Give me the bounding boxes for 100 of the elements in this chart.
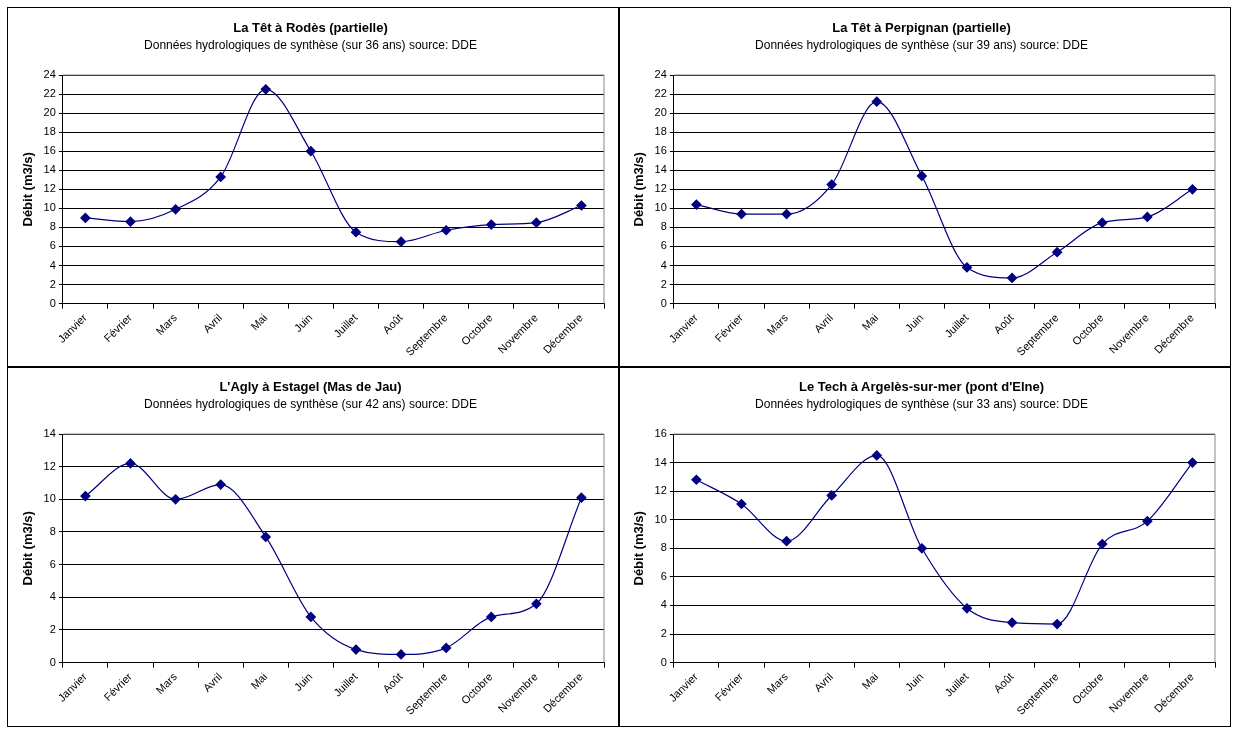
- y-tick-label: 6: [49, 239, 56, 252]
- point: [1142, 211, 1153, 223]
- point: [916, 543, 927, 554]
- y-tick-label: 4: [660, 598, 667, 611]
- point: [125, 458, 136, 469]
- point: [1187, 457, 1198, 468]
- y-tick-label: 0: [660, 655, 667, 668]
- point: [441, 225, 452, 236]
- point: [260, 84, 271, 95]
- y-tick-label: 12: [654, 484, 667, 497]
- y-tick-label: 8: [660, 220, 667, 233]
- y-tick-label: 18: [654, 125, 667, 138]
- point: [1097, 217, 1108, 228]
- point: [1006, 272, 1018, 283]
- point: [80, 212, 91, 223]
- chart-subtitle: Données hydrologiques de synthèse (sur 33 ans) source: DDE: [755, 397, 1088, 412]
- x-tick-label: Mai: [859, 311, 881, 333]
- point: [1097, 538, 1108, 550]
- y-tick-label: 16: [43, 144, 56, 157]
- point: [871, 450, 882, 461]
- x-tick-label: Juin: [902, 311, 926, 335]
- y-tick-label: 2: [49, 277, 56, 290]
- chart-title: La Têt à Rodès (partielle): [233, 20, 388, 36]
- y-axis-title: Débit (m3/s): [20, 152, 36, 227]
- y-tick-label: 6: [660, 239, 667, 252]
- y-tick-label: 2: [660, 277, 667, 290]
- y-tick-label: 2: [49, 622, 56, 635]
- y-tick-label: 6: [660, 569, 667, 582]
- y-tick-label: 14: [43, 427, 56, 440]
- point: [531, 598, 542, 609]
- point: [125, 216, 136, 227]
- point: [916, 170, 927, 182]
- y-tick-label: 4: [660, 258, 667, 271]
- point: [260, 531, 271, 542]
- point: [691, 474, 702, 485]
- y-tick-label: 24: [43, 68, 56, 81]
- point: [395, 649, 407, 660]
- y-tick-label: 6: [49, 557, 56, 570]
- y-tick-label: 8: [49, 220, 56, 233]
- point: [1052, 618, 1063, 630]
- point: [395, 236, 407, 247]
- point: [215, 479, 226, 490]
- point: [441, 642, 452, 654]
- point: [576, 492, 587, 503]
- point: [576, 200, 587, 211]
- y-axis-title: Débit (m3/s): [20, 511, 36, 586]
- y-tick-label: 12: [43, 182, 56, 195]
- point: [486, 611, 497, 622]
- y-tick-label: 20: [43, 106, 56, 119]
- point: [781, 536, 792, 547]
- x-tick-label: Juin: [291, 311, 315, 335]
- point: [736, 208, 747, 220]
- y-tick-label: 18: [43, 125, 56, 138]
- point: [305, 611, 316, 622]
- y-tick-label: 16: [654, 427, 667, 440]
- y-tick-label: 22: [654, 87, 667, 100]
- y-tick-label: 20: [654, 106, 667, 119]
- point: [961, 603, 973, 614]
- point: [170, 204, 181, 215]
- point: [1187, 184, 1198, 195]
- point: [350, 644, 362, 655]
- y-tick-label: 4: [49, 590, 56, 603]
- x-tick-label: Mai: [248, 311, 270, 333]
- point: [871, 96, 882, 107]
- chart-title: L'Agly à Estagel (Mas de Jau): [219, 379, 402, 395]
- point: [350, 227, 362, 238]
- y-tick-label: 8: [49, 525, 56, 538]
- point: [1006, 617, 1018, 628]
- y-tick-label: 8: [660, 541, 667, 554]
- y-tick-label: 10: [654, 512, 667, 525]
- y-tick-label: 0: [660, 296, 667, 309]
- y-tick-label: 14: [43, 163, 56, 176]
- point: [486, 219, 497, 230]
- y-tick-label: 10: [654, 201, 667, 214]
- y-axis-title: Débit (m3/s): [631, 511, 647, 586]
- point: [826, 179, 837, 190]
- point: [1052, 247, 1063, 258]
- chart-title: La Têt à Perpignan (partielle): [832, 20, 1011, 36]
- y-tick-label: 10: [43, 492, 56, 505]
- y-tick-label: 16: [654, 144, 667, 157]
- chart-subtitle: Données hydrologiques de synthèse (sur 39 ans) source: DDE: [755, 38, 1088, 53]
- point: [215, 171, 226, 183]
- y-tick-label: 10: [43, 201, 56, 214]
- y-tick-label: 12: [43, 459, 56, 472]
- y-tick-label: 14: [654, 455, 667, 468]
- point: [80, 490, 91, 502]
- y-axis-title: Débit (m3/s): [631, 152, 647, 227]
- point: [826, 490, 837, 501]
- y-tick-label: 24: [654, 68, 667, 81]
- y-tick-label: 0: [49, 655, 56, 668]
- y-tick-label: 2: [660, 627, 667, 640]
- y-tick-label: 22: [43, 87, 56, 100]
- chart-subtitle: Données hydrologiques de synthèse (sur 36 ans) source: DDE: [144, 38, 477, 53]
- point: [691, 199, 702, 210]
- point: [781, 208, 792, 220]
- x-tick-label: Juin: [902, 670, 926, 694]
- x-tick-label: Mai: [859, 670, 881, 692]
- point: [531, 217, 542, 228]
- x-tick-label: Mai: [248, 670, 270, 692]
- y-tick-label: 4: [49, 258, 56, 271]
